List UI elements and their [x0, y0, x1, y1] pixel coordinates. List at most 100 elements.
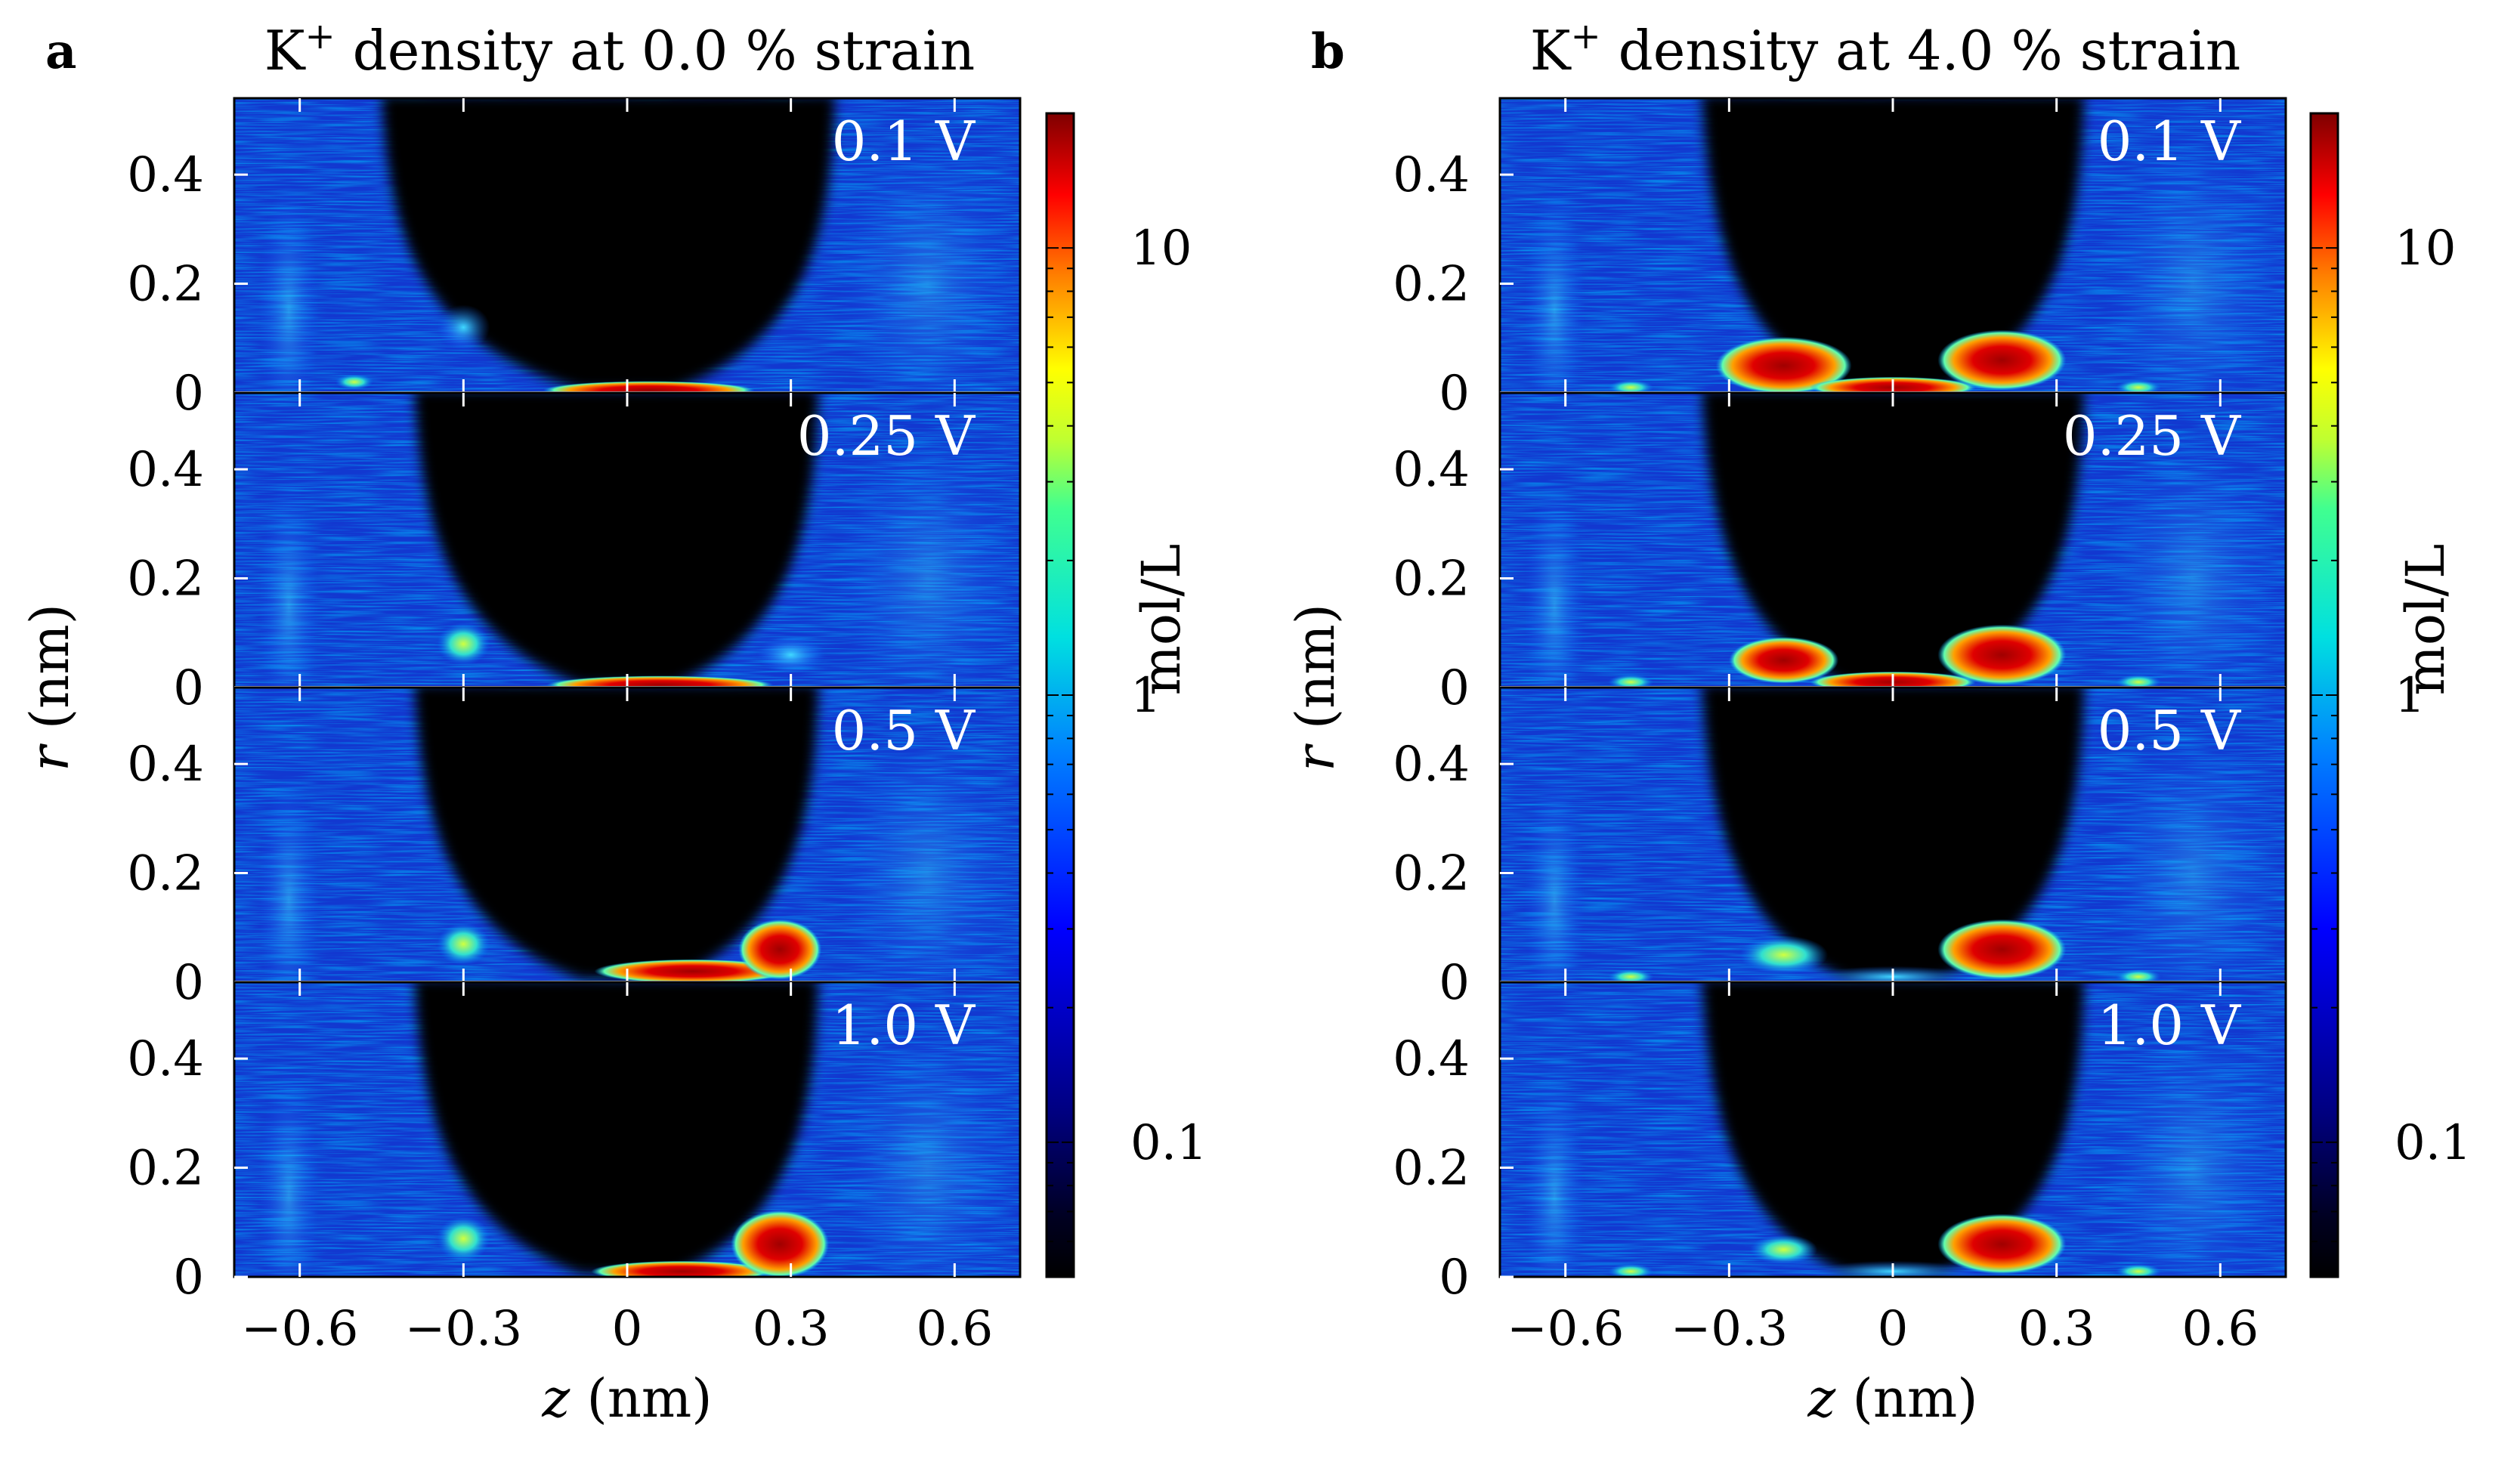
- panel-letter: b: [1311, 23, 1345, 80]
- x-tick-label: 0: [612, 1301, 643, 1357]
- colorbar-tick-label: 1: [1130, 668, 1161, 724]
- density-band: [836, 1016, 1019, 1277]
- voltage-label: 0.5 V: [832, 699, 976, 762]
- density-band: [258, 1066, 320, 1277]
- x-tick-label: 0: [1878, 1301, 1909, 1357]
- heatmap-row: 0.25 V 0 0.2 0.4: [1393, 391, 2287, 716]
- x-tick-label: 0.3: [2018, 1301, 2095, 1357]
- density-band: [258, 477, 320, 688]
- y-axis-label: r (nm): [19, 604, 81, 771]
- panel-title: K+ density at 0.0 % strain: [264, 15, 976, 82]
- x-tick-label: 0.6: [2181, 1301, 2259, 1357]
- x-tick-label: −0.3: [1671, 1301, 1788, 1357]
- voltage-label: 1.0 V: [2098, 994, 2242, 1057]
- density-band: [1524, 182, 1585, 393]
- y-tick-label: 0.4: [1393, 147, 1470, 203]
- density-hotspot: [1937, 919, 2067, 980]
- pore-exclusion-region: [1702, 393, 2084, 685]
- density-hotspot: [591, 1260, 773, 1277]
- colorbar-label: mol/L: [1130, 544, 1192, 696]
- y-tick-label: 0.2: [127, 1141, 204, 1197]
- y-tick-label: 0.4: [127, 147, 204, 203]
- heatmap-row: 0.1 V 0 0.2 0.4: [127, 97, 1022, 422]
- colorbar-tick-label: 0.1: [2395, 1115, 2472, 1171]
- y-tick-label: 0: [173, 366, 204, 422]
- density-hotspot: [437, 1216, 490, 1262]
- y-tick-label: 0.2: [127, 846, 204, 902]
- density-band: [836, 132, 1019, 393]
- heatmap-row: 1.0 V 0 0.2 0.4: [1393, 981, 2287, 1306]
- heatmap-row: 1.0 V 0 0.2 0.4: [127, 981, 1022, 1306]
- pore-exclusion-region: [1702, 688, 2084, 980]
- colorbar-label: mol/L: [2395, 544, 2457, 696]
- density-band: [2102, 722, 2284, 982]
- panel-title: K+ density at 4.0 % strain: [1530, 15, 2241, 82]
- y-tick-label: 0: [1439, 1250, 1470, 1306]
- colorbar: 10 1 0.1 mol/L: [1045, 112, 1207, 1278]
- density-hotspot: [2116, 379, 2161, 393]
- x-tick-label: −0.3: [405, 1301, 522, 1357]
- y-tick-label: 0: [1439, 660, 1470, 716]
- density-band: [836, 427, 1019, 688]
- y-tick-label: 0: [1439, 366, 1470, 422]
- y-tick-label: 0: [173, 660, 204, 716]
- density-hotspot: [1729, 636, 1839, 684]
- y-tick-label: 0.4: [1393, 442, 1470, 498]
- colorbar-tick-label: 1: [2395, 668, 2426, 724]
- density-hotspot: [756, 635, 825, 674]
- voltage-label: 0.1 V: [832, 110, 976, 173]
- panel-letter: a: [45, 23, 76, 80]
- pore-exclusion-region: [1702, 982, 2084, 1275]
- x-axis-label: z (nm): [1807, 1368, 1977, 1429]
- y-tick-label: 0.2: [1393, 846, 1470, 902]
- density-hotspot: [1750, 1235, 1818, 1265]
- density-hotspot: [335, 374, 373, 390]
- voltage-label: 0.25 V: [797, 404, 976, 468]
- y-tick-label: 0.2: [1393, 1141, 1470, 1197]
- y-tick-label: 0: [173, 955, 204, 1011]
- colorbar-tick-label: 10: [2395, 221, 2456, 277]
- colorbar: 10 1 0.1 mol/L: [2309, 112, 2472, 1278]
- density-band: [1524, 477, 1585, 688]
- y-tick-label: 0.4: [127, 1031, 204, 1087]
- y-tick-label: 0.2: [127, 257, 204, 313]
- x-tick-label: −0.6: [241, 1301, 358, 1357]
- y-tick-label: 0.4: [1393, 737, 1470, 793]
- voltage-label: 0.5 V: [2098, 699, 2242, 762]
- density-hotspot: [594, 959, 791, 982]
- density-band: [2102, 132, 2284, 393]
- density-band: [836, 722, 1019, 982]
- density-band: [258, 182, 320, 393]
- density-hotspot: [1937, 1213, 2067, 1275]
- density-hotspot: [731, 1210, 830, 1277]
- density-band: [1524, 1066, 1585, 1277]
- voltage-label: 0.1 V: [2098, 110, 2242, 173]
- pore-exclusion-region: [414, 982, 818, 1275]
- density-band: [2102, 1016, 2284, 1277]
- y-axis-label: r (nm): [1285, 604, 1347, 771]
- x-tick-label: −0.6: [1507, 1301, 1624, 1357]
- heatmap-row: 0.5 V 0 0.2 0.4: [1393, 686, 2287, 1011]
- colorbar-tick-label: 0.1: [1130, 1115, 1207, 1171]
- density-hotspot: [437, 304, 490, 351]
- density-hotspot: [2116, 969, 2161, 982]
- pore-exclusion-region: [414, 688, 818, 980]
- y-tick-label: 0.4: [127, 737, 204, 793]
- voltage-label: 0.25 V: [2063, 404, 2242, 468]
- density-band: [258, 771, 320, 982]
- density-hotspot: [546, 675, 774, 688]
- y-tick-label: 0.4: [127, 442, 204, 498]
- heatmap-row: 0.5 V 0 0.2 0.4: [127, 686, 1022, 1011]
- density-hotspot: [1608, 1263, 1654, 1277]
- density-band: [1524, 771, 1585, 982]
- density-hotspot: [2116, 674, 2161, 688]
- density-hotspot: [1608, 379, 1654, 393]
- density-hotspot: [1937, 329, 2067, 391]
- pore-exclusion-region: [414, 393, 818, 685]
- pore-exclusion-region: [1702, 98, 2084, 391]
- panel-b: b K+ density at 4.0 % strain 0.1 V 0 0.2 0.4 0…: [1285, 15, 2472, 1429]
- density-hotspot: [1739, 935, 1829, 975]
- x-tick-label: 0.3: [753, 1301, 830, 1357]
